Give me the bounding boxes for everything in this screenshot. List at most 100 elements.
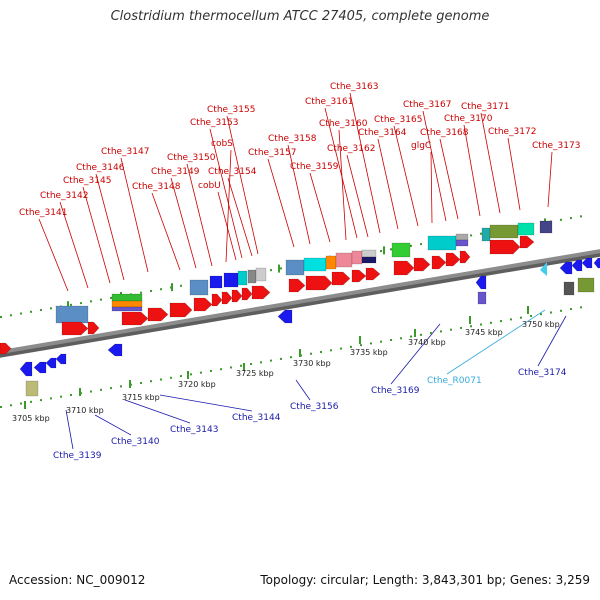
- gene-leader-line: [295, 379, 311, 401]
- gene-label-top: Cthe_3168: [420, 128, 469, 138]
- protein-domain-box: [577, 277, 595, 293]
- track-dot: [30, 310, 32, 313]
- track-dot: [220, 368, 222, 371]
- gene-leader-line: [349, 92, 381, 234]
- gene-label-top: Cthe_3149: [151, 167, 200, 177]
- gene-leader-line: [59, 201, 89, 289]
- track-dot: [180, 375, 182, 378]
- track-dot: [480, 323, 482, 326]
- forward-gene-arrow: [61, 321, 89, 336]
- forward-gene-arrow: [169, 302, 193, 318]
- gene-leader-line: [393, 125, 419, 227]
- gene-label-top: Cthe_3147: [101, 147, 149, 157]
- protein-domain-box: [189, 279, 209, 296]
- gene-leader-line: [422, 110, 447, 222]
- label-layer: Cthe_3141 Cthe_3142 Cthe_3145 Cthe_3146 Cthe…: [19, 82, 580, 461]
- track-dot: [390, 338, 392, 341]
- track-dot: [410, 335, 412, 338]
- track-dot: [20, 312, 22, 315]
- forward-gene-arrow: [365, 267, 381, 281]
- track-dot: [340, 347, 342, 350]
- protein-domain-box: [391, 242, 411, 258]
- gene-label-bottom: Cthe_3156: [290, 402, 339, 412]
- track-dot: [480, 232, 482, 235]
- gene-label-bottom: Cthe_3140: [111, 437, 160, 447]
- track-dot: [580, 306, 582, 309]
- track-dot: [90, 300, 92, 303]
- gene-leader-line: [463, 124, 481, 217]
- reverse-gene-arrow: [33, 361, 47, 374]
- track-dot: [170, 376, 172, 379]
- track-dot: [180, 284, 182, 287]
- track-dot: [310, 352, 312, 355]
- genome-backbone: [0, 249, 600, 358]
- track-dot: [410, 244, 412, 247]
- protein-domain-box: [335, 252, 353, 268]
- gene-label-top: Cthe_3159: [290, 162, 339, 172]
- rna-gene-arrow: [540, 262, 547, 276]
- gene-label-top: Cthe_3167: [403, 100, 451, 110]
- gene-leader-line: [324, 107, 358, 239]
- track-dot: [350, 345, 352, 348]
- gene-leader-line: [338, 129, 347, 241]
- gene-label-top: Cthe_3157: [248, 148, 296, 158]
- tick-label: 3725 kbp: [236, 369, 274, 378]
- gene-label-top: Cthe_3148: [132, 182, 181, 192]
- track-dot: [570, 308, 572, 311]
- gene-label-top: Cthe_3153: [190, 118, 238, 128]
- track-dot: [190, 373, 192, 376]
- gene-leader-line: [186, 163, 213, 267]
- tick-label: 3705 kbp: [12, 414, 50, 423]
- gene-label-bottom: Cthe_3174: [518, 368, 567, 378]
- reverse-gene-arrow: [107, 343, 123, 357]
- gene-leader-line: [209, 128, 243, 259]
- track-dot: [360, 344, 362, 347]
- forward-gene-arrow: [121, 311, 149, 326]
- track-dot: [530, 314, 532, 317]
- track-dot: [40, 309, 42, 312]
- forward-gene-arrow: [211, 293, 223, 307]
- reverse-gene-arrow: [45, 357, 57, 369]
- gene-label-top: cobS: [211, 139, 233, 149]
- track-dot: [430, 332, 432, 335]
- track-dot: [100, 298, 102, 301]
- forward-gene-arrow: [288, 278, 306, 293]
- track-dot: [470, 325, 472, 328]
- protein-domain-box: [247, 269, 257, 284]
- tick-label: 3745 kbp: [465, 328, 503, 337]
- protein-domain-box: [351, 250, 363, 265]
- protein-domain-box: [111, 300, 143, 308]
- protein-domain-box: [255, 267, 267, 282]
- gene-label-top: Cthe_3164: [358, 128, 407, 138]
- forward-gene-arrow: [331, 271, 351, 286]
- forward-gene-arrow: [459, 250, 471, 264]
- protein-domain-box: [361, 249, 377, 258]
- track-dot: [280, 357, 282, 360]
- gene-leader-line: [95, 173, 125, 281]
- gene-leader-line: [225, 149, 232, 263]
- track-dot: [200, 371, 202, 374]
- track-dot: [90, 390, 92, 393]
- gene-leader-line: [38, 218, 69, 292]
- gene-label-top: Cthe_3165: [374, 115, 422, 125]
- track-dot: [470, 234, 472, 237]
- gene-leader-line: [439, 138, 459, 220]
- track-dot: [420, 243, 422, 246]
- track-dot: [510, 318, 512, 321]
- track-dot: [370, 342, 372, 345]
- track-dot: [50, 397, 52, 400]
- gene-leader-line: [309, 172, 331, 243]
- protein-domain-box: [517, 222, 535, 236]
- track-dot: [560, 218, 562, 221]
- gene-leader-line: [346, 154, 369, 238]
- track-dot: [0, 316, 2, 318]
- track-dot: [540, 313, 542, 316]
- track-dot: [70, 393, 72, 396]
- gene-label-bottom: Cthe_3144: [232, 413, 281, 423]
- track-dot: [210, 369, 212, 372]
- gene-leader-line: [65, 409, 74, 450]
- track-dot: [70, 303, 72, 306]
- gene-label-top: Cthe_3155: [207, 105, 255, 115]
- track-dot: [230, 366, 232, 369]
- track-dot: [320, 351, 322, 354]
